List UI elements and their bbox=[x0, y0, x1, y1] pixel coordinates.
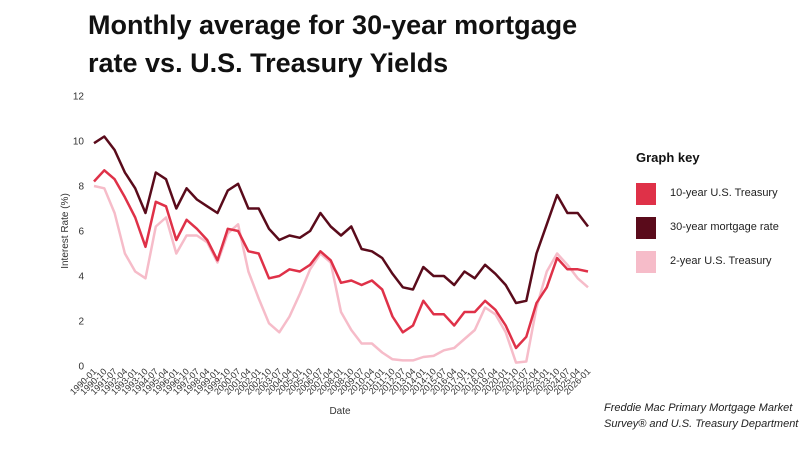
series-line bbox=[93, 135, 589, 305]
legend-swatch bbox=[636, 183, 656, 205]
x-axis-label: Date bbox=[329, 406, 351, 417]
legend-swatch bbox=[636, 251, 656, 273]
chart: Date Interest Rate (%) 0246810121990-011… bbox=[60, 92, 592, 418]
legend-swatch bbox=[636, 217, 656, 239]
legend-label: 10-year U.S. Treasury bbox=[670, 187, 778, 199]
y-axis-label: Interest Rate (%) bbox=[60, 193, 71, 269]
legend-label: 2-year U.S. Treasury bbox=[670, 255, 772, 267]
series-line bbox=[93, 169, 589, 350]
chart-title: Monthly average for 30-year mortgage rat… bbox=[88, 10, 578, 78]
y-tick-label: 8 bbox=[78, 182, 84, 193]
legend-item: 2-year U.S. Treasury bbox=[636, 251, 786, 273]
y-tick-label: 0 bbox=[78, 362, 84, 373]
legend-item: 30-year mortgage rate bbox=[636, 217, 786, 239]
y-tick-label: 4 bbox=[78, 272, 84, 283]
series-line bbox=[93, 184, 589, 364]
y-tick-label: 6 bbox=[78, 227, 84, 238]
legend-label: 30-year mortgage rate bbox=[670, 221, 779, 233]
y-tick-label: 2 bbox=[78, 317, 84, 328]
y-tick-label: 10 bbox=[73, 137, 85, 148]
legend-item: 10-year U.S. Treasury bbox=[636, 183, 786, 205]
source-note: Freddie Mac Primary Mortgage Market Surv… bbox=[604, 402, 799, 430]
legend-title: Graph key bbox=[636, 150, 700, 165]
y-tick-label: 12 bbox=[73, 92, 85, 103]
legend: Graph key 10-year U.S. Treasury 30-year m… bbox=[636, 150, 786, 285]
